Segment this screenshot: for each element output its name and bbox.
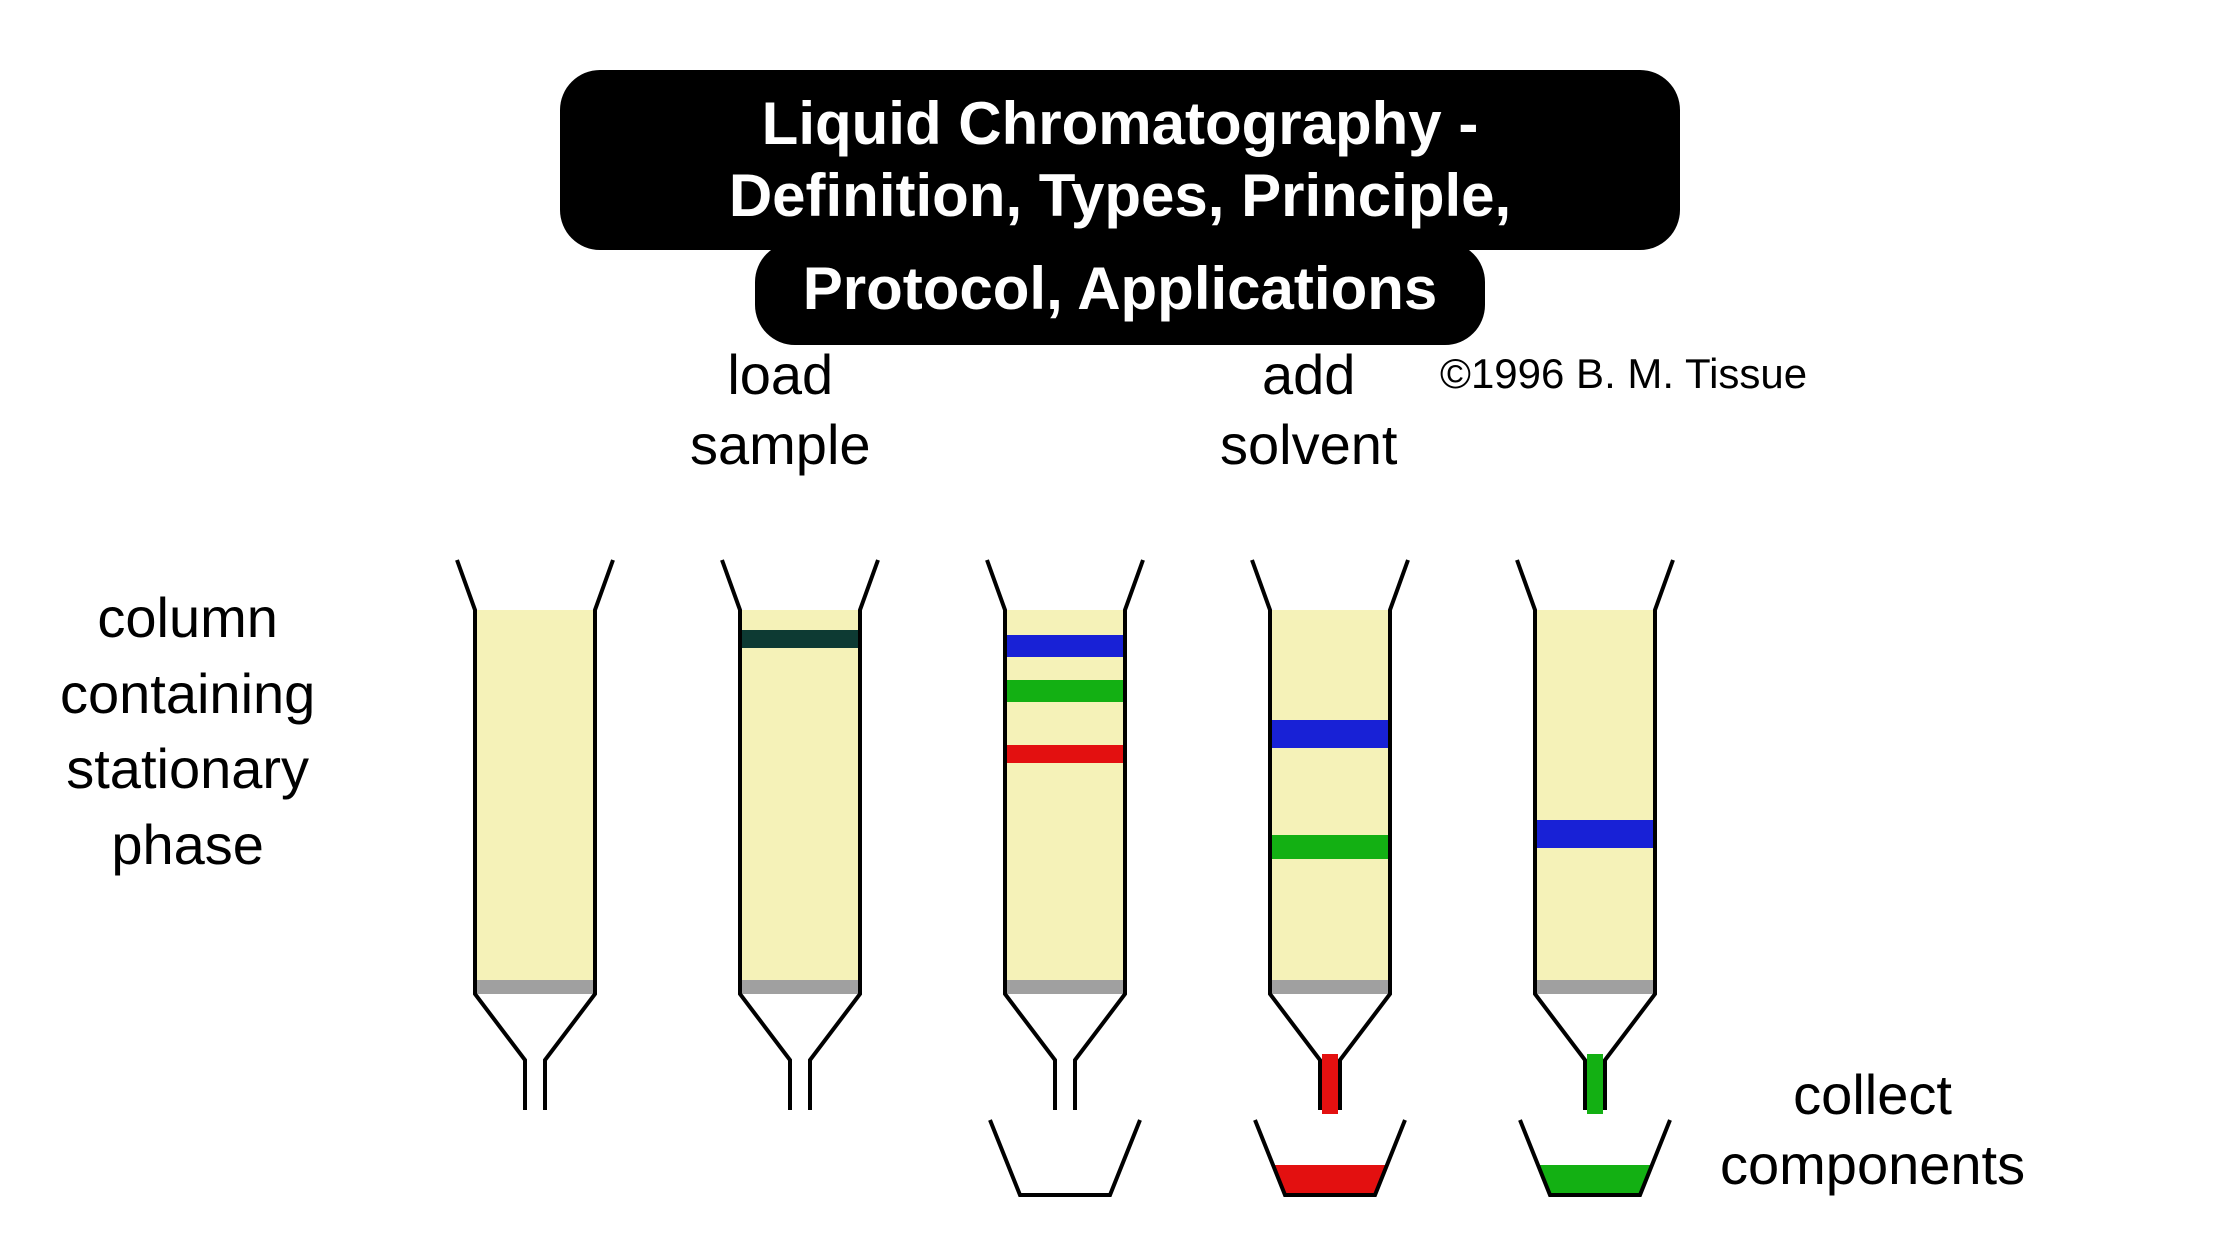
chromatography-diagram xyxy=(0,0,2240,1260)
